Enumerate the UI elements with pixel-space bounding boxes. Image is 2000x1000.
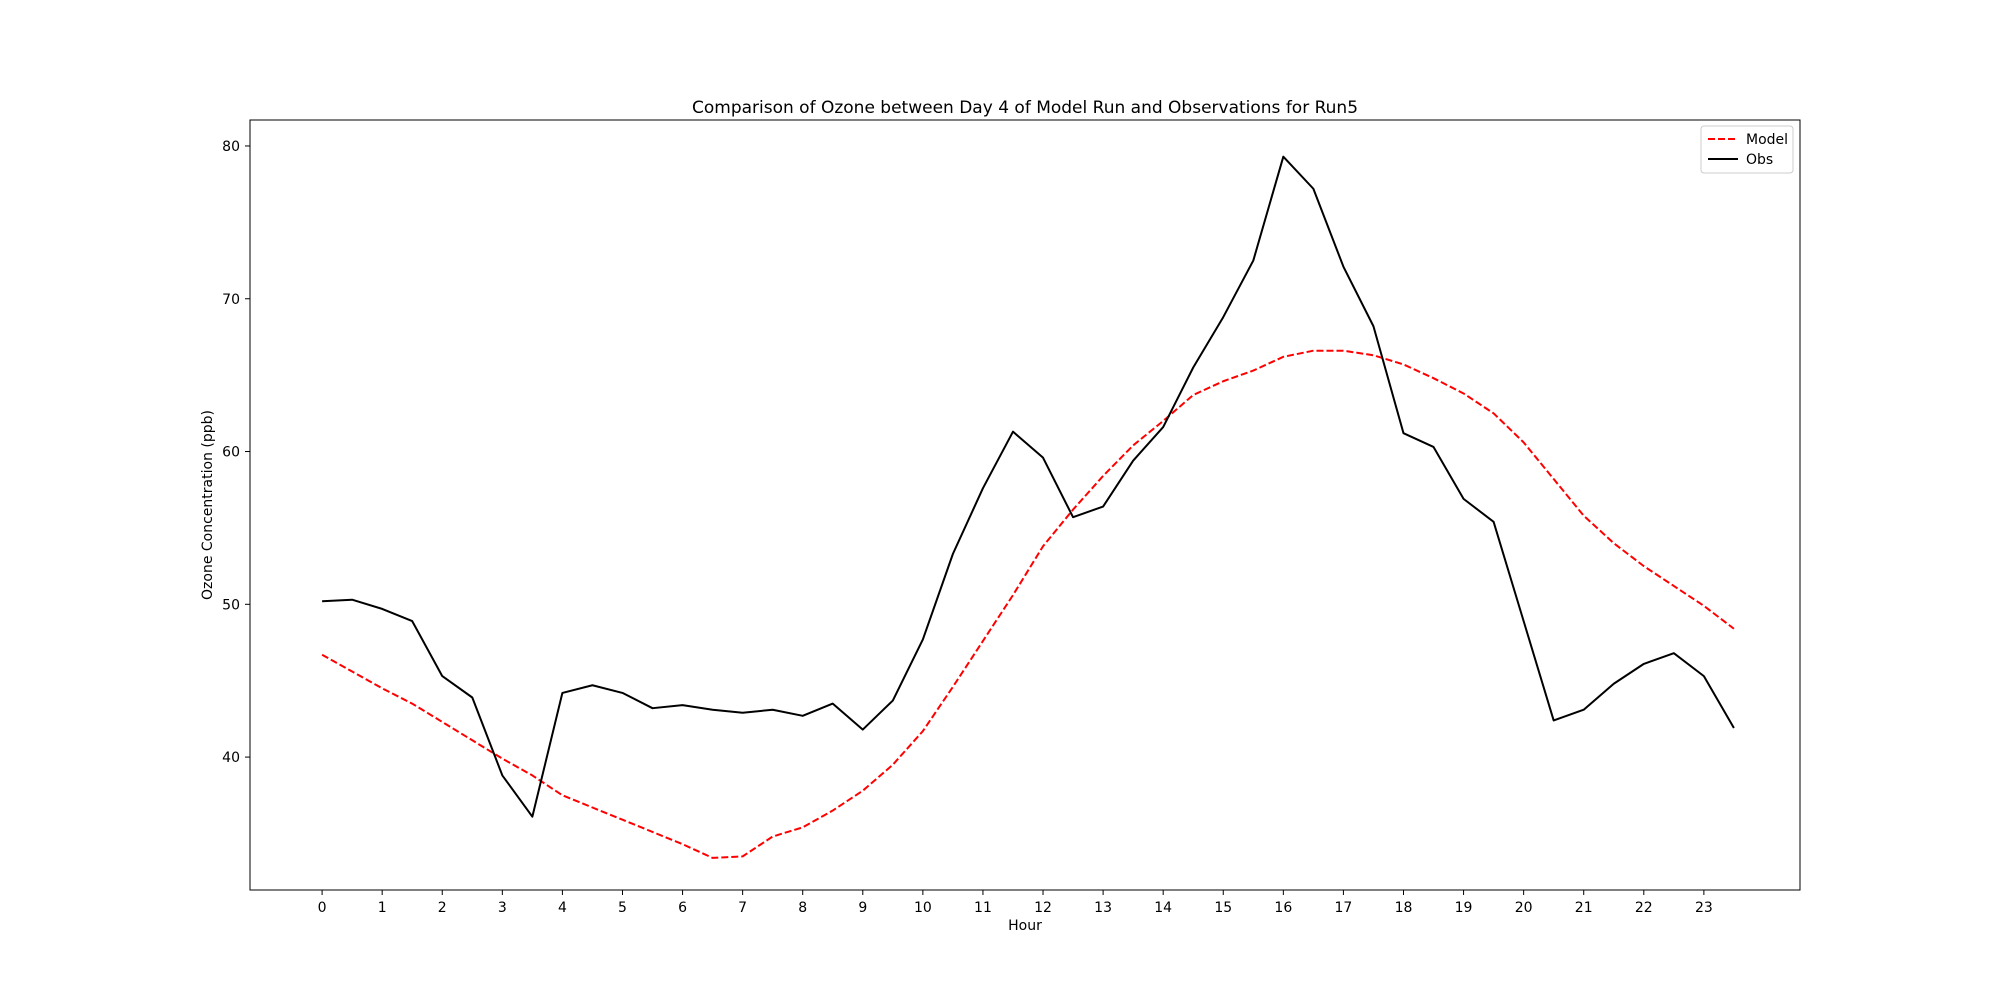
chart-title: Comparison of Ozone between Day 4 of Mod… [692,98,1358,118]
x-tick-label: 1 [378,900,387,916]
x-axis: 0 1 2 3 4 5 6 7 8 9 10 11 12 13 14 15 16 17 18 19 20 21 22 23 [318,890,1713,916]
plot-frame [249,119,1801,891]
y-tick-label: 60 [222,445,240,461]
x-tick-label: 9 [858,900,867,916]
legend-box [1700,125,1794,174]
x-tick-label: 21 [1575,900,1593,916]
y-tick-label: 50 [222,597,240,613]
x-tick-label: 10 [914,900,932,916]
series-line-obs [322,155,1735,818]
legend: Model Obs [1700,125,1794,174]
x-tick-label: 12 [1034,900,1052,916]
x-tick-label: 6 [678,900,687,916]
y-tick-label: 70 [222,292,240,308]
series-line-model [321,349,1735,859]
x-tick-label: 23 [1695,900,1713,916]
x-tick-label: 11 [974,900,992,916]
x-tick-label: 0 [318,900,327,916]
x-tick-label: 19 [1455,900,1473,916]
x-tick-label: 5 [618,900,627,916]
x-tick-label: 16 [1274,900,1292,916]
x-tick-label: 17 [1334,900,1352,916]
x-tick-label: 13 [1094,900,1112,916]
plot-area: 0 1 2 3 4 5 6 7 8 9 10 11 12 13 14 15 16 17 18 19 20 21 22 23 4… [222,119,1801,916]
x-tick-label: 4 [558,900,567,916]
x-tick-label: 3 [498,900,507,916]
x-axis-title: Hour [1008,918,1042,934]
x-tick-label: 8 [798,900,807,916]
x-tick-label: 22 [1635,900,1653,916]
x-tick-label: 2 [438,900,447,916]
series-group [321,155,1735,859]
y-axis: 40 50 60 70 80 [222,139,250,766]
y-axis-title: Ozone Concentration (ppb) [200,410,216,600]
x-tick-label: 15 [1214,900,1232,916]
x-tick-label: 18 [1395,900,1413,916]
x-tick-label: 7 [738,900,747,916]
legend-label-model: Model [1746,132,1788,148]
x-tick-label: 14 [1154,900,1172,916]
y-tick-label: 40 [222,750,240,766]
y-tick-label: 80 [222,139,240,155]
x-tick-label: 20 [1515,900,1533,916]
legend-label-obs: Obs [1746,152,1773,168]
